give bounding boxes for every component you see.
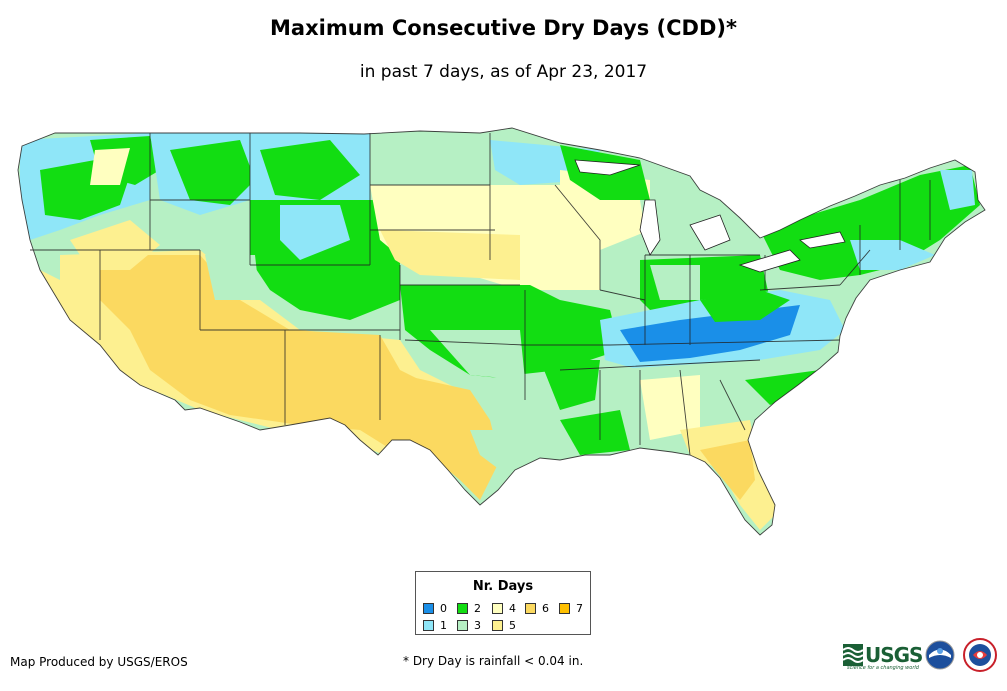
legend-item: 4	[492, 602, 516, 615]
legend-label: 7	[576, 602, 583, 615]
legend-label: 6	[542, 602, 549, 615]
legend-swatch	[457, 603, 468, 614]
usgs-tagline: science for a changing world	[847, 665, 919, 671]
map-title: Maximum Consecutive Dry Days (CDD)*	[270, 16, 737, 40]
legend-swatch	[423, 603, 434, 614]
legend-label: 1	[440, 619, 447, 632]
legend-label: 5	[509, 619, 516, 632]
legend-item: 3	[457, 619, 481, 632]
legend-item: 6	[525, 602, 549, 615]
legend-label: 3	[474, 619, 481, 632]
legend-swatch	[423, 620, 434, 631]
legend-item: 1	[423, 619, 447, 632]
legend-item: 2	[457, 602, 481, 615]
map-subtitle: in past 7 days, as of Apr 23, 2017	[359, 62, 648, 82]
usgs-wave-icon	[843, 644, 863, 666]
dry-day-footnote: * Dry Day is rainfall < 0.04 in.	[403, 654, 584, 668]
noaa-logo-icon	[925, 640, 955, 670]
legend-item: 5	[492, 619, 516, 632]
legend-swatch	[492, 603, 503, 614]
legend-swatch	[525, 603, 536, 614]
legend-swatch	[457, 620, 468, 631]
nws-logo-icon	[963, 638, 997, 672]
legend-label: 2	[474, 602, 481, 615]
map-credit: Map Produced by USGS/EROS	[10, 655, 188, 669]
legend: Nr. Days 0 1 2 3 4 5 6 7	[415, 571, 591, 635]
usgs-logo-icon: USGS	[843, 642, 923, 668]
legend-item: 7	[559, 602, 583, 615]
legend-swatch	[559, 603, 570, 614]
legend-label: 4	[509, 602, 516, 615]
usgs-wordmark: USGS	[865, 643, 923, 667]
legend-swatch	[492, 620, 503, 631]
legend-item: 0	[423, 602, 447, 615]
legend-title: Nr. Days	[472, 579, 534, 594]
legend-label: 0	[440, 602, 447, 615]
